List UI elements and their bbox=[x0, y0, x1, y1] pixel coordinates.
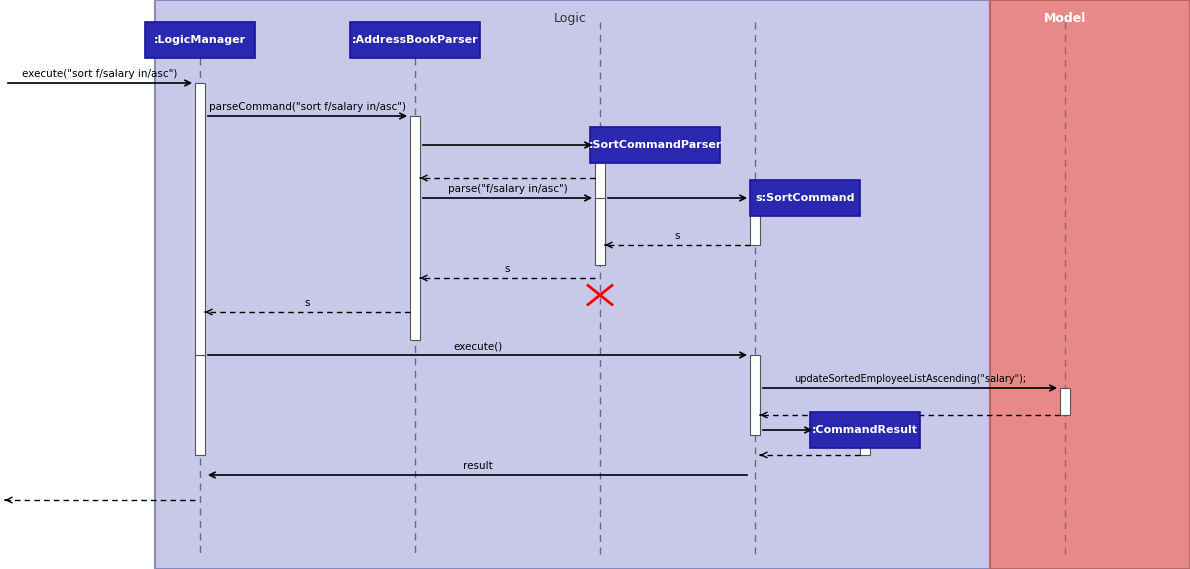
Bar bbox=[595, 198, 605, 265]
Bar bbox=[750, 180, 860, 216]
Text: :LogicManager: :LogicManager bbox=[154, 35, 246, 45]
Text: Logic: Logic bbox=[553, 12, 587, 25]
Text: s:SortCommand: s:SortCommand bbox=[756, 193, 854, 203]
Text: parse("f/salary in/asc"): parse("f/salary in/asc") bbox=[447, 184, 568, 194]
Bar bbox=[750, 355, 760, 435]
Bar bbox=[195, 83, 205, 355]
Bar bbox=[350, 22, 480, 58]
Bar bbox=[195, 355, 205, 455]
Text: execute(): execute() bbox=[453, 341, 502, 351]
Text: updateSortedEmployeeListAscending("salary");: updateSortedEmployeeListAscending("salar… bbox=[794, 374, 1026, 384]
Bar bbox=[0, 0, 155, 569]
Bar bbox=[411, 116, 420, 340]
Bar bbox=[810, 412, 920, 448]
Bar bbox=[750, 198, 760, 245]
Text: :SortCommandParser: :SortCommandParser bbox=[588, 140, 721, 150]
Bar bbox=[590, 127, 720, 163]
Bar bbox=[990, 0, 995, 569]
Text: execute("sort f/salary in/asc"): execute("sort f/salary in/asc") bbox=[23, 69, 177, 79]
Text: s: s bbox=[505, 264, 511, 274]
Bar bbox=[155, 0, 990, 569]
Text: parseCommand("sort f/salary in/asc"): parseCommand("sort f/salary in/asc") bbox=[209, 102, 406, 112]
Bar bbox=[860, 430, 870, 455]
Text: s: s bbox=[305, 298, 311, 308]
Bar bbox=[990, 0, 1190, 569]
Text: :CommandResult: :CommandResult bbox=[812, 425, 917, 435]
Bar bbox=[1060, 388, 1070, 415]
Text: result: result bbox=[463, 461, 493, 471]
Text: :AddressBookParser: :AddressBookParser bbox=[352, 35, 478, 45]
Text: s: s bbox=[675, 231, 681, 241]
Text: Model: Model bbox=[1044, 12, 1086, 25]
Bar bbox=[595, 145, 605, 265]
Bar bbox=[145, 22, 255, 58]
